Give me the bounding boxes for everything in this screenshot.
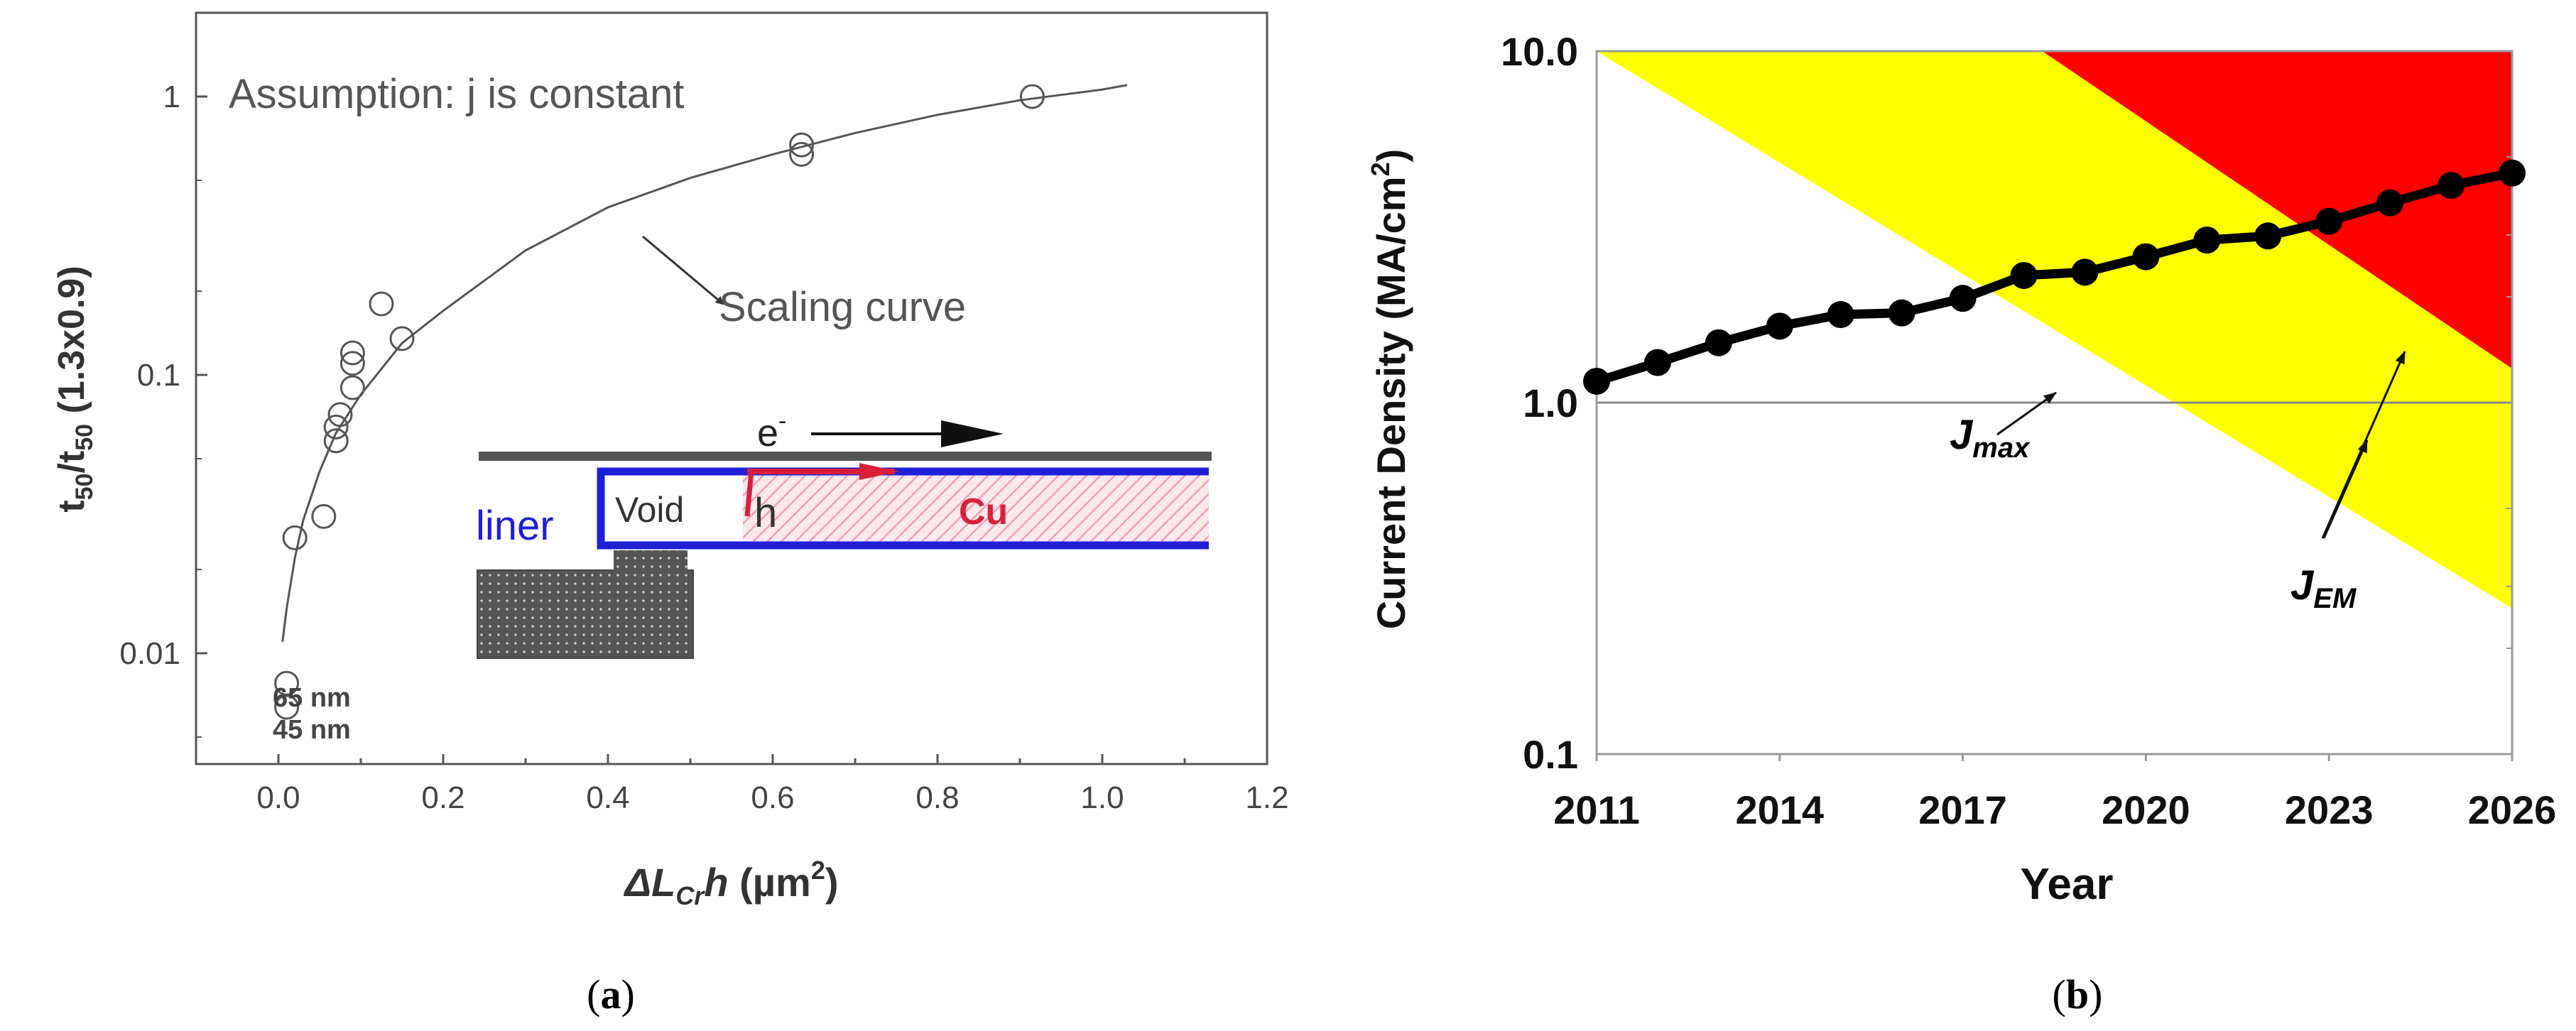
jmax-data-point [1705, 329, 1732, 356]
panel-a-plot-frame [195, 11, 1268, 765]
panel-b-x-tick-label: 2020 [2102, 787, 2190, 832]
red-region [2042, 51, 2512, 369]
panel-a-data-point [327, 402, 353, 427]
node-45nm-label: 45 nm [273, 715, 351, 745]
jmax-data-point [2010, 261, 2038, 289]
jem-label: JEM [2290, 562, 2357, 614]
jmax-data-point [2315, 207, 2343, 235]
node-65nm-label: 65 nm [273, 683, 351, 713]
panel-a-data-point [369, 291, 394, 317]
jmax-data-point [1643, 349, 1671, 376]
panel-b-y-axis-label: Current Density (MA/cm2) [1366, 149, 1413, 630]
jmax-series-line [1595, 168, 2513, 386]
jmax-data-point [1827, 301, 1854, 329]
panel-a-x-axis: 0.0 0.2 0.4 0.6 0.8 1.0 1.2 [256, 754, 1289, 815]
liner-label: liner [476, 503, 554, 549]
panel-a-data-point [323, 428, 349, 454]
jmax-data-point [2499, 159, 2526, 187]
panel-a-data-point [274, 670, 300, 696]
panel-a-x-tick-label: 1.0 [1080, 780, 1124, 815]
top-metal-bar [479, 452, 1212, 461]
jmax-data-point [2254, 222, 2282, 250]
void-label: Void [615, 490, 684, 530]
panel-b-chart: 2011 2014 2017 2020 2023 2026 0.1 1.0 10.0 Jmax… [1366, 29, 2556, 1018]
jmax-data-point [2132, 243, 2160, 271]
panel-a-chart: Assumption: j is constant 0.0 0.2 0.4 0.6 0.… [51, 11, 1289, 1018]
panel-a-data-point [1019, 84, 1045, 109]
panel-a-y-axis: 0.01 0.1 1 [119, 12, 207, 738]
height-h-label: h [754, 490, 777, 536]
panel-a-assumption-text: Assumption: j is constant [229, 71, 685, 117]
via-block [614, 550, 688, 572]
cu-label: Cu [959, 491, 1008, 533]
panel-a-y-axis-label: t50/t50 (1.3x0.9) [51, 266, 98, 512]
electron-label: e- [757, 408, 786, 454]
panel-b-x-tick-label: 2014 [1736, 787, 1825, 832]
jmax-data-point [1949, 285, 1977, 312]
panel-b-x-tick-label: 2023 [2285, 787, 2374, 832]
jmax-data-point [1583, 367, 1610, 395]
panel-b-x-axis: 2011 2014 2017 2020 2023 2026 [1553, 754, 2556, 832]
panel-a-x-tick-label: 0.6 [751, 780, 794, 815]
panel-a-data-point [789, 132, 815, 158]
panel-a-x-tick-label: 0.4 [586, 780, 629, 815]
panel-a-y-tick-label: 0.1 [137, 358, 180, 393]
panel-a-caption: (a) [587, 971, 635, 1018]
jem-pointer-lower [2322, 440, 2369, 539]
cu-line-hatch [743, 469, 1209, 542]
electron-arrowhead [941, 420, 1004, 447]
panel-a-data-point [323, 414, 349, 440]
panel-a-x-tick-label: 0.2 [421, 780, 464, 815]
panel-b-y-tick-label: 0.1 [1523, 732, 1578, 777]
panel-a-y-tick-label: 1 [163, 80, 180, 114]
scaling-curve-line [281, 84, 1128, 642]
jmax-data-point [2193, 227, 2221, 254]
panel-a-data-point [789, 141, 815, 167]
void-edge-marker [744, 471, 754, 517]
panel-b-y-axis: 0.1 1.0 10.0 [1501, 29, 2512, 777]
panel-a-data-point [282, 525, 308, 550]
panel-b-plot-frame [1595, 50, 2513, 755]
panel-a-data-points [274, 84, 1045, 720]
void-growth-arrowhead [859, 463, 899, 480]
jmax-data-point [2376, 189, 2404, 217]
panel-a-data-point [311, 503, 337, 529]
panel-a-data-point [339, 375, 365, 400]
panel-b-caption: (b) [2053, 971, 2103, 1018]
scaling-curve-pointer [642, 235, 724, 305]
jmax-data-point [2071, 258, 2099, 286]
interconnect-diagram: e- liner Void h Cu [476, 408, 1212, 659]
jmax-pointer [1996, 391, 2057, 436]
panel-a-data-point [339, 340, 365, 366]
panel-b-x-tick-label: 2017 [1918, 787, 2007, 832]
jmax-data-point [1888, 299, 1915, 327]
panel-a-x-tick-label: 1.2 [1245, 780, 1288, 815]
jmax-label: Jmax [1950, 412, 2031, 464]
lower-metal-block [477, 569, 694, 659]
panel-a-y-tick-label: 0.01 [119, 636, 180, 671]
panel-b-y-tick-label: 1.0 [1523, 381, 1578, 425]
panel-a-data-point [274, 694, 300, 720]
scaling-curve-label: Scaling curve [719, 284, 966, 330]
panel-b-y-tick-label: 10.0 [1501, 29, 1578, 74]
jmax-data-point [1766, 312, 1793, 340]
panel-b-x-tick-label: 2026 [2468, 787, 2557, 832]
panel-b-x-axis-label: Year [2020, 860, 2113, 909]
panel-a-data-point [389, 326, 415, 351]
panel-a-x-axis-label: ΔLCrh (µm2) [624, 856, 839, 910]
panel-a-x-tick-label: 0.8 [915, 780, 959, 815]
panel-b-x-tick-label: 2011 [1553, 787, 1640, 832]
panel-a-x-tick-label: 0.0 [256, 780, 300, 815]
liner-outline [597, 467, 1209, 550]
jmax-data-point [2438, 172, 2465, 200]
panel-a-data-point [339, 351, 365, 376]
jmax-series-points [1583, 159, 2526, 395]
